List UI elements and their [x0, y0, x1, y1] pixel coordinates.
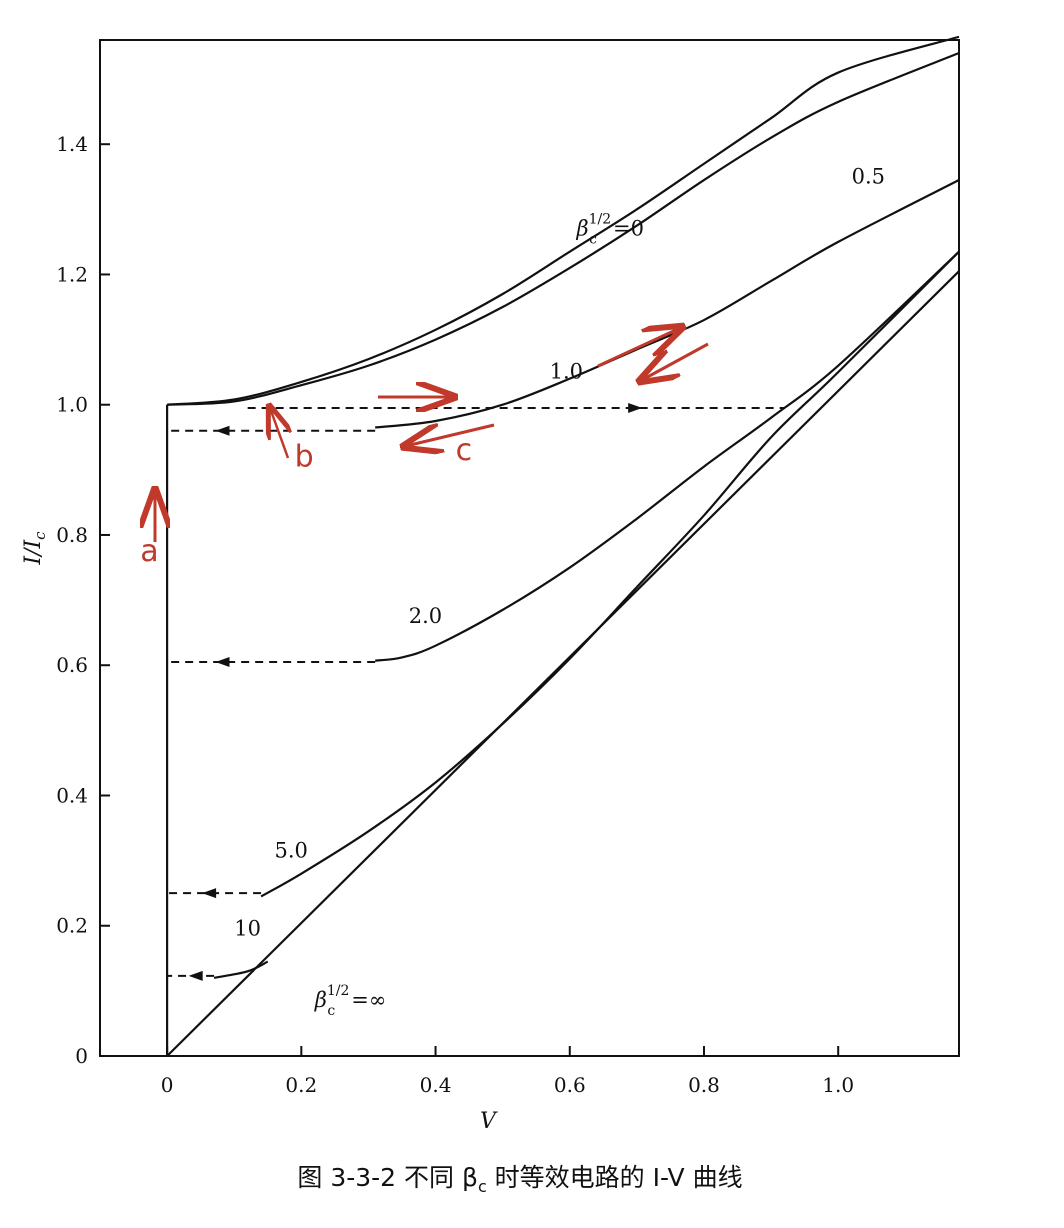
series-6: [166, 270, 960, 1057]
annotation-arrow-right-2: [597, 328, 680, 368]
y-tick-label-2: 0.4: [56, 783, 88, 807]
annotation-b: b: [295, 440, 314, 475]
curve-label-4: 5.0: [274, 838, 307, 862]
series-0: [167, 35, 960, 406]
y-tick-label-7: 1.4: [56, 132, 88, 156]
x-tick-label-4: 0.8: [688, 1073, 720, 1097]
x-tick-label-0: 0: [161, 1073, 174, 1097]
curve-label-1: 0.5: [852, 164, 885, 188]
curve-label-2: 1.0: [550, 360, 583, 384]
handwritten-annotations: a b c: [140, 328, 709, 569]
curve-label-3: 2.0: [409, 604, 442, 628]
series-arrow-12: [188, 970, 203, 981]
series-3: [375, 250, 960, 662]
svg-text:I/Ic: I/Ic: [21, 531, 49, 566]
series-arrow-9: [215, 425, 230, 436]
y-axis-label: I/Ic: [21, 531, 49, 566]
series-4: [260, 250, 960, 898]
x-tick-label-3: 0.6: [554, 1073, 586, 1097]
curves: [166, 35, 960, 1057]
series-1: [167, 52, 960, 406]
axis-ticks: 0 0.2 0.4 0.6 0.8 1.0 0 0.2 0.4 0.6 0.8 1.0 1.2 1.4: [56, 132, 854, 1097]
annotation-arrow-b: [270, 408, 288, 459]
series-2: [375, 179, 960, 429]
curve-label-5: 10: [234, 917, 261, 941]
series-arrow-8: [628, 402, 643, 413]
series-arrow-11: [202, 888, 217, 899]
annotation-arrow-left-1: [406, 425, 495, 446]
y-tick-label-6: 1.2: [56, 262, 88, 286]
series-5: [213, 960, 269, 979]
series-arrow-10: [215, 656, 230, 667]
curve-label-6: β1/2 c =∞: [314, 983, 387, 1019]
annotation-a: a: [140, 534, 158, 569]
plot-frame: [99, 39, 960, 1057]
y-tick-label-0: 0: [75, 1044, 88, 1068]
annotation-arrow-left-2: [642, 342, 709, 380]
y-tick-label-5: 1.0: [56, 393, 88, 417]
y-tick-label-3: 0.6: [56, 653, 88, 677]
x-tick-label-5: 1.0: [822, 1073, 854, 1097]
y-tick-label-1: 0.2: [56, 914, 88, 938]
x-tick-label-2: 0.4: [420, 1073, 452, 1097]
annotation-c: c: [456, 433, 473, 468]
figure-caption: 图 3-3-2 不同 βc 时等效电路的 I-V 曲线: [297, 1163, 742, 1196]
x-axis-label: V: [480, 1109, 498, 1134]
x-tick-label-1: 0.2: [285, 1073, 317, 1097]
y-tick-label-4: 0.8: [56, 523, 88, 547]
curve-label-0: β1/2 c =0: [575, 211, 643, 247]
curve-labels: β1/2 c =0 0.5 1.0 2.0 5.0 10 β1/2 c =∞: [234, 164, 885, 1019]
